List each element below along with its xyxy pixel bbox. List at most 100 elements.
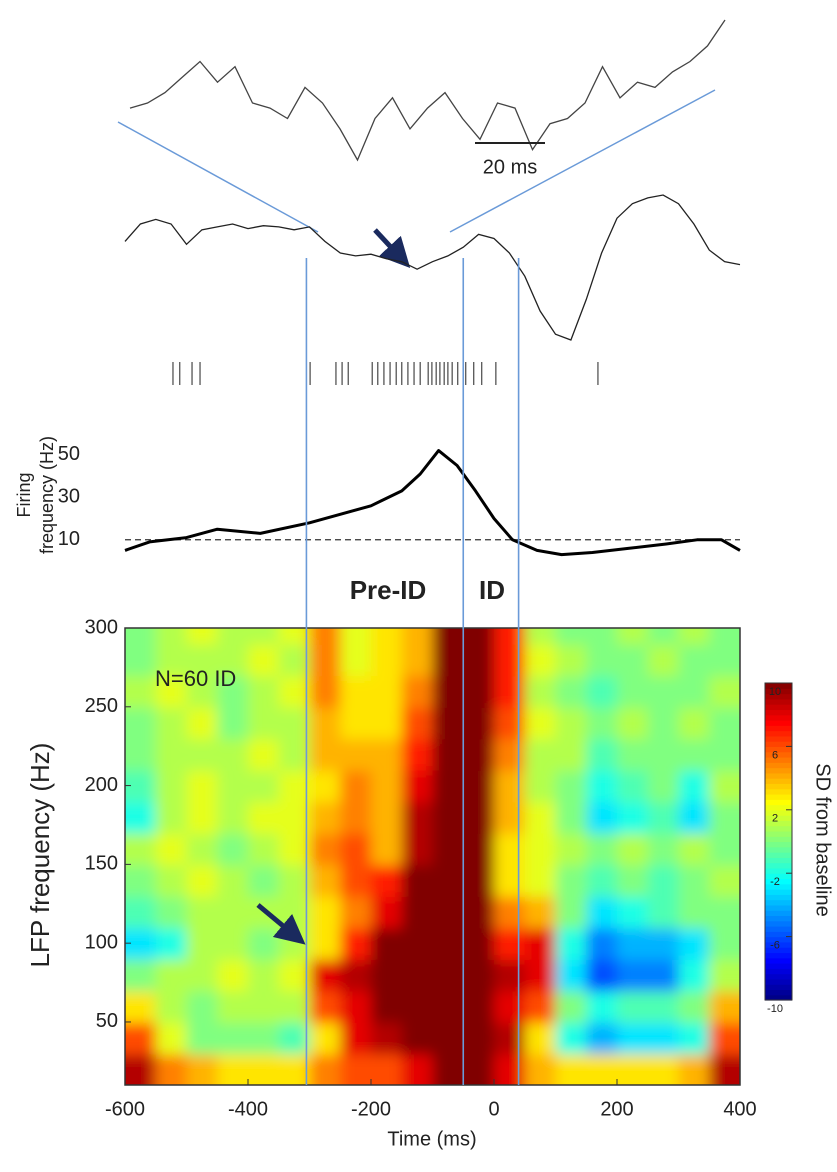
heatmap-cell	[401, 832, 434, 866]
heatmap-cell	[186, 628, 219, 645]
colorbar-stripe	[765, 963, 792, 969]
firing-rate-line	[124, 449, 741, 557]
colorbar-stripe	[765, 941, 792, 948]
heatmap-cell	[463, 706, 495, 740]
heatmap-cell	[709, 958, 740, 992]
heatmap-cell	[371, 675, 403, 708]
heatmap-cell	[463, 675, 495, 708]
heatmap-cell	[340, 1053, 372, 1085]
heatmap-cell	[278, 675, 311, 708]
heatmap-cell	[186, 895, 219, 929]
y-tick-label: 250	[85, 695, 118, 717]
heatmap-cell	[186, 990, 219, 1023]
heatmap-cell	[340, 832, 372, 866]
heatmap-cell	[248, 769, 280, 803]
colorbar-stripe	[765, 714, 792, 721]
heatmap-cell	[494, 832, 526, 866]
heatmap-cell	[278, 706, 311, 740]
colorbar-stripe	[765, 688, 792, 695]
heatmap-cell	[524, 832, 557, 866]
heatmap-cell	[278, 628, 311, 645]
colorbar-stripe	[765, 704, 792, 711]
heatmap-cell	[155, 1021, 188, 1055]
heatmap-cell	[494, 643, 526, 677]
y-axis-label: LFP frequency (Hz)	[25, 743, 55, 968]
heatmap-cell	[125, 628, 157, 645]
heatmap-area	[125, 628, 740, 1085]
heatmap-cell	[155, 895, 188, 929]
heatmap-cell	[617, 1053, 649, 1085]
heatmap-cell	[432, 990, 465, 1023]
heatmap-cell	[463, 738, 495, 771]
heatmap-cell	[463, 895, 495, 929]
heatmap-cell	[678, 738, 711, 771]
heatmap-cell	[617, 706, 649, 740]
heatmap-cell	[217, 738, 249, 771]
heatmap-cell	[709, 801, 740, 834]
heatmap-cell	[709, 675, 740, 708]
y-tick-label: 150	[85, 853, 118, 875]
heatmap-cell	[278, 769, 311, 803]
heatmap-cell	[186, 706, 219, 740]
heatmap-cell	[494, 801, 526, 834]
heatmap-cell	[463, 927, 495, 960]
heatmap-cell	[432, 801, 465, 834]
heatmap-cell	[371, 738, 403, 771]
heatmap-cell	[709, 990, 740, 1023]
heatmap-cell	[524, 1021, 557, 1055]
heatmap-cell	[494, 675, 526, 708]
y-axis-label: frequency (Hz)	[37, 436, 57, 554]
heatmap-cell	[463, 643, 495, 677]
heatmap-cell	[432, 958, 465, 992]
heatmap-cell	[371, 628, 403, 645]
heatmap-cell	[309, 990, 342, 1023]
heatmap-cell	[401, 628, 434, 645]
heatmap-cell	[555, 628, 588, 645]
heatmap-cell	[278, 801, 311, 834]
heatmap-cell	[401, 1021, 434, 1055]
heatmap-cell	[125, 706, 157, 740]
colorbar-stripe	[765, 904, 792, 911]
colorbar-stripe	[765, 852, 792, 858]
colorbar-stripe	[765, 719, 792, 726]
heatmap-cell	[340, 675, 372, 708]
heatmap-cell	[155, 738, 188, 771]
heatmap-cell	[371, 990, 403, 1023]
x-tick-label: 400	[723, 1098, 756, 1120]
heatmap-cell	[155, 1053, 188, 1085]
heatmap-cell	[524, 643, 557, 677]
heatmap-cell	[617, 958, 649, 992]
heatmap-cell	[463, 628, 495, 645]
heatmap-cell	[217, 1021, 249, 1055]
heatmap-cell	[555, 927, 588, 960]
heatmap-cell	[371, 958, 403, 992]
heatmap-cell	[371, 643, 403, 677]
heatmap-cell	[278, 738, 311, 771]
heatmap-cell	[401, 769, 434, 803]
heatmap-cell	[432, 738, 465, 771]
heatmap-cell	[432, 643, 465, 677]
heatmap-cell	[401, 706, 434, 740]
heatmap-cell	[555, 1021, 588, 1055]
colorbar-stripe	[765, 825, 792, 832]
heatmap-cell	[186, 1021, 219, 1055]
event-label: Pre-ID	[350, 575, 427, 605]
heatmap-cell	[125, 643, 157, 677]
heatmap-cell	[524, 738, 557, 771]
heatmap-cell	[401, 927, 434, 960]
colorbar-stripe	[765, 978, 792, 985]
colorbar-stripe	[765, 931, 792, 938]
heatmap-cell	[678, 864, 711, 897]
heatmap-cell	[494, 895, 526, 929]
heatmap-cell	[309, 832, 342, 866]
heatmap-cell	[125, 675, 157, 708]
colorbar-stripe	[765, 889, 792, 895]
heatmap-cell	[401, 1053, 434, 1085]
x-axis-label: Time (ms)	[387, 1128, 476, 1150]
heatmap-cell	[155, 706, 188, 740]
heatmap-cell	[340, 1021, 372, 1055]
heatmap-cell	[125, 895, 157, 929]
heatmap-cell	[617, 643, 649, 677]
colorbar-tick-label: -2	[770, 876, 780, 888]
heatmap-cell	[555, 1053, 588, 1085]
